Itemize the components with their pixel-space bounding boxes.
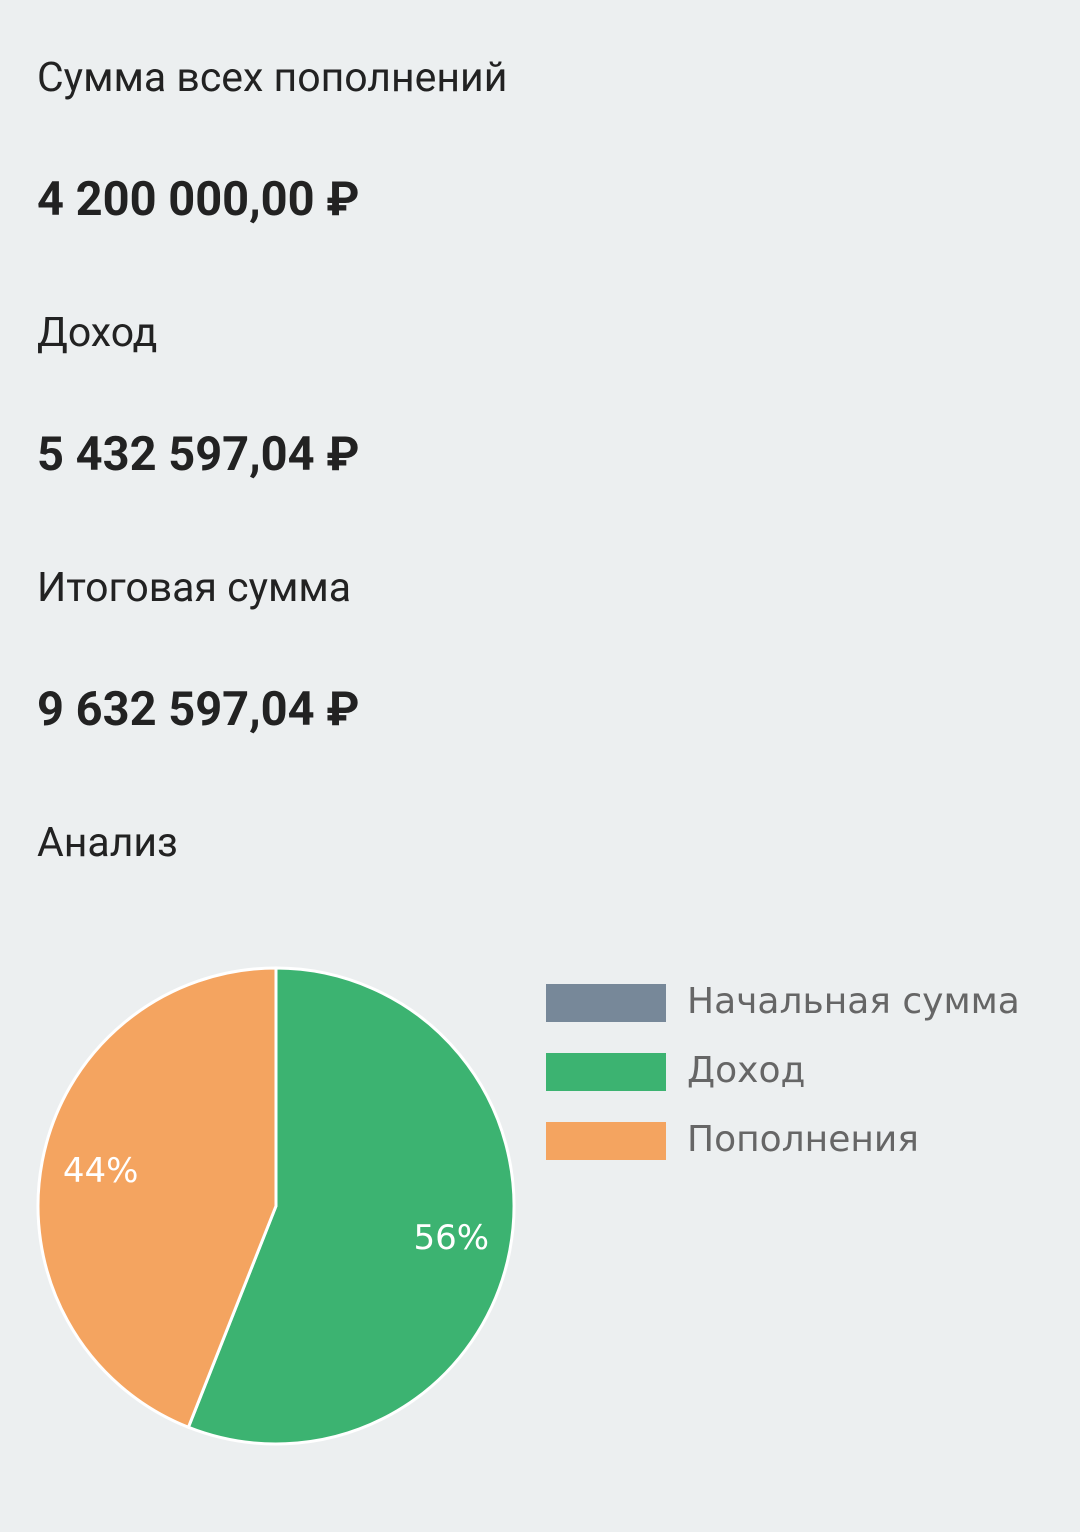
legend-swatch: [546, 1122, 666, 1160]
legend-label: Пополнения: [687, 1119, 919, 1160]
summary-value: 5 432 597,04 ₽: [37, 427, 360, 482]
summary-label: Итоговая сумма: [37, 564, 352, 612]
summary-value: 4 200 000,00 ₽: [37, 172, 360, 227]
legend-label: Доход: [687, 1050, 805, 1091]
slice-label: 56%: [414, 1218, 490, 1258]
pie-slice: [36, 966, 278, 1430]
legend-label: Начальная сумма: [687, 981, 1020, 1022]
pie-slice: [186, 966, 516, 1446]
legend-swatch: [546, 1053, 666, 1091]
summary-label: Доход: [37, 309, 158, 357]
summary-label: Сумма всех пополнений: [37, 54, 508, 102]
legend-swatch: [546, 984, 666, 1022]
slice-label: 44%: [63, 1151, 139, 1191]
summary-value: 9 632 597,04 ₽: [37, 682, 360, 737]
section-title: Анализ: [37, 819, 178, 867]
